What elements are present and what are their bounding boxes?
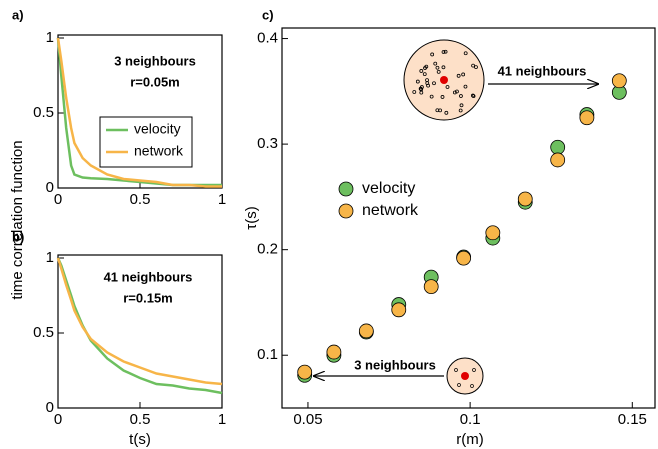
legend-label: velocity	[362, 180, 415, 197]
inset-dot	[430, 52, 435, 57]
scatter-point	[550, 139, 566, 155]
annotation: 3 neighbours	[354, 357, 436, 372]
inset-dot	[452, 90, 457, 95]
inset-dot	[444, 110, 449, 115]
inset-dot	[425, 81, 430, 86]
x-tick-label: 0.15	[618, 411, 647, 428]
inset-dot	[441, 50, 446, 54]
panel-label: b)	[12, 229, 24, 244]
inset-dot	[435, 65, 440, 70]
y-tick-label: 0.5	[33, 324, 54, 341]
inset-small	[446, 357, 484, 395]
scatter-point	[297, 364, 313, 380]
x-tick-label: 0.1	[460, 411, 481, 428]
scatter-point	[611, 73, 627, 89]
inset-large	[403, 39, 485, 121]
x-axis-label: t(s)	[129, 431, 151, 448]
y-tick-label: 0.1	[257, 346, 278, 363]
inset-dot	[463, 84, 468, 89]
x-axis-label: r(m)	[456, 431, 483, 448]
scatter-point	[326, 344, 342, 360]
y-tick-label: 0	[46, 399, 54, 416]
inset-dot	[471, 94, 476, 99]
annotation: r=0.15m	[123, 290, 173, 305]
inset-dot	[438, 108, 442, 113]
inset-dot	[412, 90, 417, 94]
inset-dot	[433, 61, 438, 66]
legend-box	[99, 116, 193, 168]
scatter-point	[456, 250, 472, 266]
inset-dot	[445, 85, 450, 89]
inset-dot	[419, 69, 424, 73]
legend-swatch	[338, 203, 354, 219]
y-tick-label: 1	[46, 29, 54, 46]
inset-dot	[429, 94, 434, 99]
inset-dot	[415, 79, 420, 84]
inset-dot	[436, 70, 441, 74]
y-tick-label: 0.5	[33, 104, 54, 121]
y-tick-label: 0.2	[257, 241, 278, 258]
inset-dot	[474, 65, 478, 70]
inset-dot	[458, 108, 463, 113]
y-axis-label: time correlation function	[9, 140, 26, 299]
x-tick-label: 0	[54, 411, 62, 428]
scatter-point	[358, 323, 374, 339]
line-series	[56, 37, 222, 188]
scatter-point	[423, 279, 439, 295]
inset-dot	[420, 85, 424, 89]
inset-dot	[470, 93, 475, 98]
inset-dot	[422, 72, 427, 77]
inset-dot	[432, 81, 436, 86]
x-tick-label: 0.5	[130, 411, 151, 428]
inset-dot	[443, 49, 448, 54]
panel-label: a)	[12, 7, 24, 22]
scatter-point	[517, 191, 533, 207]
inset-dot	[461, 72, 466, 77]
line-series	[56, 257, 223, 386]
y-tick-label: 0	[46, 179, 54, 196]
annotation: 41 neighbours	[104, 269, 193, 284]
x-tick-label: 0.5	[130, 191, 151, 208]
annotation: r=0.05m	[130, 74, 180, 89]
y-tick-label: 0.3	[257, 135, 278, 152]
inset-dot	[441, 65, 446, 70]
scatter-point	[579, 110, 595, 126]
inset-dot	[419, 87, 424, 92]
y-tick-label: 0.4	[257, 30, 278, 47]
legend-swatch	[338, 181, 354, 197]
x-tick-label: 0.05	[293, 411, 322, 428]
inset-dot	[424, 64, 429, 69]
panel-label: c)	[262, 7, 274, 22]
inset-dot	[456, 73, 461, 78]
legend-label: network	[362, 202, 419, 219]
x-tick-label: 1	[218, 191, 226, 208]
inset-dot	[459, 103, 464, 108]
inset-dot	[463, 51, 468, 56]
x-tick-label: 1	[218, 411, 226, 428]
annotation: 41 neighbours	[498, 63, 587, 78]
inset-dot	[459, 94, 463, 98]
line-series	[56, 257, 223, 395]
legend-label: velocity	[134, 121, 181, 137]
inset-dot	[440, 95, 445, 99]
y-axis-label: τ(s)	[243, 206, 260, 229]
annotation: 3 neighbours	[114, 53, 196, 68]
scatter-point	[391, 302, 407, 318]
legend-label: network	[134, 143, 184, 159]
x-tick-label: 0	[54, 191, 62, 208]
plot-frame	[281, 27, 656, 409]
scatter-point	[485, 225, 501, 241]
y-tick-label: 1	[46, 249, 54, 266]
inset-dot	[471, 63, 475, 68]
scatter-point	[550, 152, 566, 168]
